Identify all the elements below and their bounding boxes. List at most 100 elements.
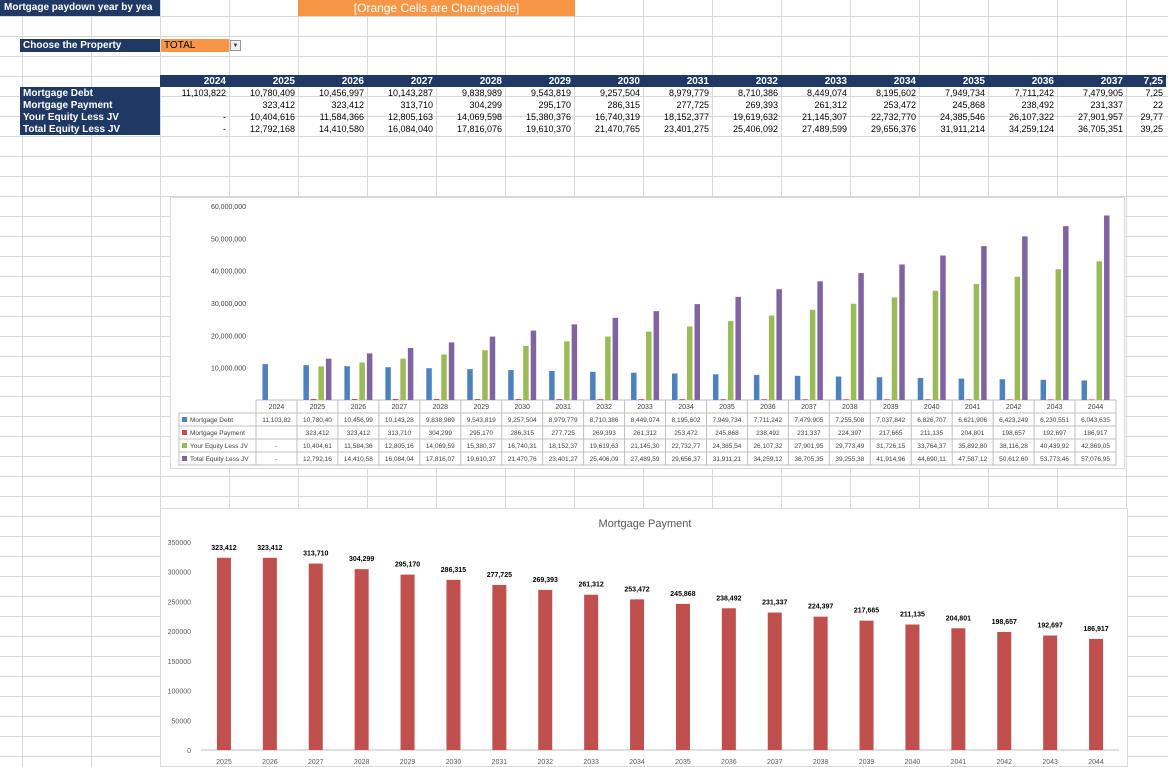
table-cell[interactable]: 39,25 [1140,123,1163,134]
payment-bar [446,579,461,750]
table-cell[interactable]: 12,792,168 [249,123,295,134]
bar-mortgage-debt [467,369,473,400]
table-cell[interactable]: 19,619,632 [732,111,778,122]
table-cell[interactable]: 9,838,989 [461,87,502,98]
table-cell[interactable]: 24,385,546 [939,111,985,122]
data-label: 19,610,37 [467,456,496,463]
bar-your-equity-less-jv [400,358,406,400]
bar-mortgage-debt [958,378,965,400]
data-label: 6,043,635 [1081,417,1110,424]
data-label: 18,152,37 [549,443,578,450]
y-tick-label: 350000 [168,540,191,547]
table-cell[interactable]: 16,740,319 [594,111,640,122]
table-cell[interactable]: 22,732,770 [870,111,916,122]
table-cell[interactable]: - [223,111,226,122]
table-cell[interactable]: 21,470,765 [594,123,640,134]
table-cell[interactable]: 15,380,376 [525,111,571,122]
x-tick-label: 2043 [1042,759,1058,766]
table-row: Mortgage Debt 11,103,822 10,780,409 10,456,… [20,87,1166,99]
data-label: 313,710 [388,430,412,437]
table-cell[interactable]: 10,143,287 [387,87,433,98]
bar-total-equity-less-jv [776,289,782,400]
table-cell[interactable]: 7,711,242 [1014,87,1054,98]
bar-total-equity-less-jv [530,330,537,400]
table-cell[interactable]: 14,410,580 [318,123,364,134]
table-cell[interactable]: 304,299 [469,99,502,110]
table-row: Total Equity Less JV - 12,792,168 14,410,58… [20,123,1166,135]
table-cell[interactable]: 7,949,734 [944,87,985,98]
property-select-value[interactable]: TOTAL [161,39,229,52]
table-cell[interactable]: 10,404,616 [249,111,295,122]
bar-data-label: 192,697 [1037,622,1062,629]
table-cell[interactable]: 231,337 [1090,99,1123,110]
table-cell[interactable]: - [223,123,226,134]
row-label: Mortgage Payment [20,99,160,111]
table-corner [20,75,160,87]
y-tick-label: 100000 [168,689,191,696]
data-label: 16,740,31 [508,443,537,450]
table-cell[interactable]: 323,412 [331,99,364,110]
x-tick-label: 2028 [432,404,448,411]
data-label: - [275,456,277,463]
table-cell[interactable]: 8,710,386 [737,87,778,98]
table-cell[interactable]: 18,152,377 [663,111,709,122]
x-tick-label: 2026 [262,759,278,766]
table-cell[interactable] [160,99,229,111]
table-cell[interactable]: 286,315 [607,99,640,110]
chevron-down-icon[interactable]: ▼ [230,40,241,51]
bar-mortgage-payment [1089,399,1095,400]
table-cell[interactable]: 16,084,040 [387,123,433,134]
bar-mortgage-payment [1007,399,1013,400]
table-cell[interactable]: 313,710 [400,99,433,110]
table-cell[interactable]: 8,195,602 [875,87,916,98]
x-tick-label: 2044 [1088,759,1104,766]
table-cell[interactable]: 26,107,322 [1008,111,1054,122]
table-cell[interactable]: 11,584,366 [319,111,364,122]
table-cell[interactable]: 10,456,997 [318,87,364,98]
table-cell[interactable]: 277,725 [676,99,709,110]
payment-bar [859,620,874,750]
bar-mortgage-debt [549,370,555,400]
row-label: Total Equity Less JV [20,123,160,135]
table-cell[interactable]: 295,170 [538,99,571,110]
x-tick-label: 2024 [269,404,285,411]
table-cell[interactable]: 27,901,957 [1077,111,1123,122]
table-cell[interactable]: 29,77 [1140,111,1163,122]
table-cell[interactable]: 261,312 [814,99,847,110]
table-cell[interactable]: 245,868 [952,99,985,110]
table-cell[interactable]: 9,257,504 [599,87,640,98]
x-tick-label: 2025 [310,404,326,411]
data-label: 31,726,15 [876,443,905,450]
table-cell[interactable]: 23,401,275 [663,123,709,134]
table-cell[interactable]: 7,479,905 [1082,87,1123,98]
table-cell[interactable]: 14,069,598 [456,111,502,122]
table-cell[interactable]: 323,412 [262,99,295,110]
table-cell[interactable]: 7,25 [1145,87,1163,98]
table-cell[interactable]: 27,489,599 [801,123,847,134]
payment-bar [767,612,782,750]
mortgage-data-table: 2024 2025 2026 2027 2028 2029 2030 2031 2032 2033… [20,75,1166,135]
bar-data-label: 238,492 [716,595,741,602]
table-cell[interactable]: 22 [1152,99,1163,110]
table-cell[interactable]: 11,103,822 [181,87,226,98]
table-cell[interactable]: 29,656,376 [870,123,916,134]
table-cell[interactable]: 21,145,307 [801,111,847,122]
table-cell[interactable]: 25,406,092 [732,123,778,134]
table-cell[interactable]: 31,911,214 [940,123,985,134]
table-cell[interactable]: 8,449,074 [806,87,847,98]
data-label: 23,401,27 [549,456,578,463]
table-cell[interactable]: 19,610,370 [525,123,571,134]
table-cell[interactable]: 238,492 [1021,99,1054,110]
table-cell[interactable]: 9,543,819 [530,87,571,98]
table-cell[interactable]: 8,979,779 [668,87,709,98]
x-tick-label: 2037 [767,759,783,766]
table-cell[interactable]: 269,393 [745,99,778,110]
table-cell[interactable]: 12,805,163 [387,111,433,122]
table-cell[interactable]: 10,780,409 [249,87,295,98]
table-cell[interactable]: 17,816,076 [456,123,502,134]
table-cell[interactable]: 253,472 [883,99,916,110]
x-tick-label: 2025 [216,759,232,766]
bar-mortgage-debt [876,377,883,400]
table-cell[interactable]: 34,259,124 [1008,123,1054,134]
table-cell[interactable]: 36,705,351 [1077,123,1123,134]
